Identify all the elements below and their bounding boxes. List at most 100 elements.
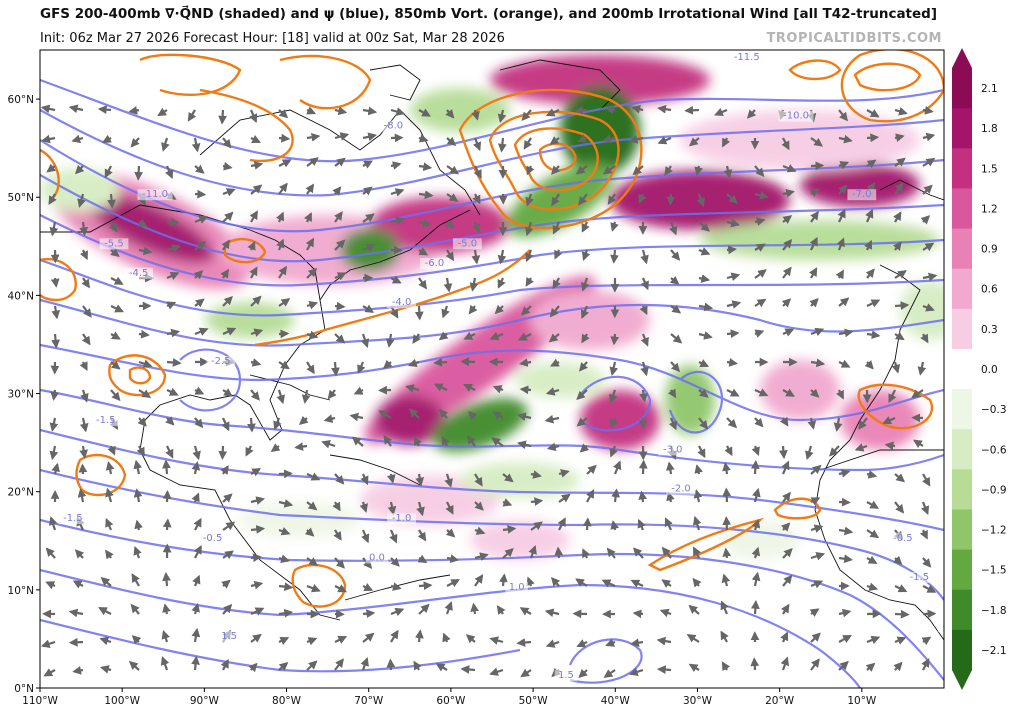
wind-arrow (416, 501, 425, 517)
wind-arrow (911, 389, 924, 399)
wind-arrow (894, 473, 906, 483)
wind-arrow (362, 304, 375, 313)
wind-arrow (444, 473, 453, 488)
wind-arrow (278, 469, 293, 479)
wind-arrow (306, 132, 321, 142)
wind-arrow (81, 277, 90, 289)
wind-arrow (303, 212, 312, 223)
wind-arrow (726, 329, 740, 339)
wind-arrow (74, 549, 85, 559)
wind-arrow (360, 333, 370, 348)
wind-arrow (306, 361, 315, 375)
wind-arrow (222, 327, 237, 336)
wind-arrow (98, 607, 112, 616)
wind-arrow (610, 221, 619, 232)
wind-arrow (222, 603, 233, 615)
wind-arrow (466, 435, 476, 447)
wind-arrow (413, 436, 422, 447)
wind-arrow (837, 208, 846, 223)
wind-arrow (460, 357, 476, 367)
wind-arrow (250, 160, 264, 170)
lat-tick-label: 30°N (8, 389, 34, 401)
wind-arrow (353, 386, 364, 395)
wind-arrow (698, 221, 710, 232)
wind-arrow (194, 327, 209, 336)
wind-arrow (278, 608, 294, 618)
wind-arrow (496, 605, 506, 615)
contour-label: -7.0 (852, 189, 872, 200)
wind-arrow (637, 518, 646, 531)
lat-tick-label: 0°N (14, 683, 34, 695)
wind-arrow (433, 357, 448, 367)
lat-tick-label: 60°N (8, 94, 34, 106)
colorbar-label: −0.3 (981, 404, 1007, 416)
wind-arrow (750, 459, 760, 475)
wind-arrow (77, 193, 86, 208)
colorbar-swatch (952, 308, 972, 350)
wind-arrow (306, 106, 317, 115)
wind-arrow (810, 358, 826, 368)
wind-arrow (278, 159, 292, 168)
wind-arrow (362, 213, 375, 223)
wind-arrow (278, 527, 291, 536)
wind-arrow (838, 634, 852, 644)
lon-tick-label: 20°W (765, 695, 795, 707)
wind-arrow (390, 161, 402, 170)
wind-arrow (726, 300, 742, 309)
wind-arrow (81, 333, 91, 346)
wind-arrow (222, 211, 234, 223)
colorbar-swatch (952, 188, 972, 230)
wind-arrow (51, 333, 60, 349)
wind-arrow (544, 414, 560, 424)
wind-arrow (334, 157, 346, 167)
wind-arrow (334, 635, 348, 644)
wind-arrow (810, 524, 824, 533)
wind-arrow (664, 165, 673, 176)
wind-arrow (165, 165, 174, 180)
wind-arrow (882, 416, 896, 425)
wind-arrow (250, 184, 263, 195)
wind-arrow (520, 305, 532, 316)
wind-arrow (79, 445, 88, 459)
wind-arrow (684, 105, 700, 115)
wind-arrow (884, 441, 896, 451)
wind-arrow (581, 249, 591, 261)
wind-arrow (194, 386, 205, 395)
wind-arrow (334, 272, 347, 281)
wind-arrow (558, 469, 570, 478)
wind-arrow (218, 109, 227, 125)
wind-arrow (666, 491, 675, 503)
wind-arrow (688, 137, 700, 147)
wind-arrow (418, 162, 433, 172)
wind-arrow (528, 545, 537, 559)
wind-arrow (306, 557, 319, 566)
wind-arrow (136, 445, 145, 457)
wind-arrow (686, 634, 700, 643)
wind-arrow (548, 333, 560, 343)
wind-arrow (750, 599, 760, 615)
lon-tick-label: 10°W (847, 695, 877, 707)
wind-arrow (808, 267, 818, 279)
wind-arrow (602, 134, 616, 144)
wind-arrow (248, 662, 258, 673)
wind-arrow (418, 134, 429, 143)
wind-arrow (418, 247, 429, 256)
wind-arrow (782, 328, 795, 337)
wind-arrow (49, 221, 59, 237)
wind-arrow (133, 488, 143, 503)
wind-arrow (138, 246, 153, 256)
wind-arrow (545, 387, 560, 396)
wind-arrow (549, 136, 560, 145)
wind-arrow (809, 188, 820, 198)
colorbar-label: 1.5 (981, 163, 998, 175)
contour-label: -4.5 (129, 268, 149, 279)
wind-arrow (43, 668, 56, 677)
wind-arrow (418, 603, 430, 615)
wind-arrow (922, 242, 935, 252)
wind-arrow (467, 410, 478, 421)
wind-arrow (606, 547, 616, 559)
wind-arrow (191, 461, 201, 475)
contour-label-bg (365, 552, 389, 564)
wind-arrow (323, 414, 336, 423)
irrotational-wind-arrows (40, 104, 938, 678)
